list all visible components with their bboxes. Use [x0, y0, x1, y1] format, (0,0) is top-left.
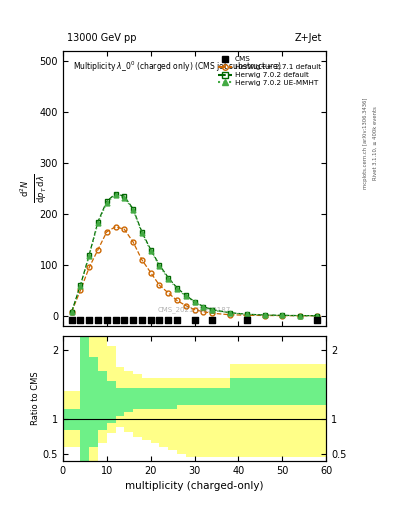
- CMS: [147, 316, 154, 324]
- Herwig++ 2.7.1 default: [113, 224, 118, 230]
- Herwig 7.0.2 default: [263, 312, 267, 318]
- Herwig 7.0.2 default: [157, 262, 162, 268]
- Herwig 7.0.2 default: [298, 312, 302, 318]
- CMS: [209, 316, 215, 324]
- Herwig 7.0.2 default: [113, 190, 118, 197]
- Herwig 7.0.2 UE-MMHT: [113, 191, 118, 198]
- Text: mcplots.cern.ch [arXiv:1306.3436]: mcplots.cern.ch [arXiv:1306.3436]: [363, 98, 368, 189]
- Herwig 7.0.2 default: [174, 285, 179, 291]
- Herwig++ 2.7.1 default: [280, 312, 285, 318]
- Herwig 7.0.2 default: [166, 274, 171, 281]
- Herwig 7.0.2 UE-MMHT: [78, 283, 83, 289]
- Herwig++ 2.7.1 default: [140, 257, 144, 263]
- Herwig 7.0.2 default: [227, 310, 232, 316]
- Herwig++ 2.7.1 default: [174, 297, 179, 304]
- Text: Multiplicity $\lambda\_0^0$ (charged only) (CMS jet substructure): Multiplicity $\lambda\_0^0$ (charged onl…: [73, 59, 282, 74]
- Y-axis label: Ratio to CMS: Ratio to CMS: [31, 372, 40, 425]
- Herwig 7.0.2 default: [78, 282, 83, 288]
- CMS: [165, 316, 171, 324]
- Herwig 7.0.2 UE-MMHT: [87, 252, 92, 259]
- CMS: [156, 316, 163, 324]
- Herwig 7.0.2 UE-MMHT: [174, 286, 179, 292]
- Text: Rivet 3.1.10, ≥ 400k events: Rivet 3.1.10, ≥ 400k events: [373, 106, 378, 180]
- Herwig++ 2.7.1 default: [315, 313, 320, 319]
- Herwig++ 2.7.1 default: [157, 282, 162, 288]
- CMS: [314, 316, 321, 324]
- CMS: [104, 316, 110, 324]
- Herwig 7.0.2 UE-MMHT: [192, 299, 197, 305]
- Herwig++ 2.7.1 default: [210, 310, 215, 316]
- Herwig++ 2.7.1 default: [201, 309, 206, 315]
- Text: CMS_2021_I1920187: CMS_2021_I1920187: [158, 306, 231, 313]
- Herwig 7.0.2 UE-MMHT: [148, 248, 153, 254]
- Herwig++ 2.7.1 default: [184, 303, 188, 309]
- CMS: [191, 316, 198, 324]
- CMS: [139, 316, 145, 324]
- Herwig++ 2.7.1 default: [227, 312, 232, 318]
- CMS: [95, 316, 101, 324]
- Herwig 7.0.2 UE-MMHT: [105, 200, 109, 206]
- Herwig 7.0.2 default: [122, 193, 127, 199]
- Y-axis label: $\mathrm{d}^2N$
$\overline{\mathrm{d}p_{\,T}\,\mathrm{d}\lambda}$: $\mathrm{d}^2N$ $\overline{\mathrm{d}p_{…: [18, 174, 49, 203]
- Herwig 7.0.2 UE-MMHT: [227, 310, 232, 316]
- Herwig 7.0.2 UE-MMHT: [298, 312, 302, 318]
- CMS: [77, 316, 84, 324]
- Herwig++ 2.7.1 default: [245, 312, 250, 318]
- CMS: [174, 316, 180, 324]
- Herwig 7.0.2 UE-MMHT: [210, 307, 215, 313]
- Line: Herwig 7.0.2 UE-MMHT: Herwig 7.0.2 UE-MMHT: [69, 192, 320, 318]
- Herwig++ 2.7.1 default: [122, 226, 127, 232]
- Herwig 7.0.2 default: [69, 309, 74, 315]
- CMS: [244, 316, 250, 324]
- Herwig++ 2.7.1 default: [166, 290, 171, 296]
- Herwig 7.0.2 default: [280, 312, 285, 318]
- CMS: [112, 316, 119, 324]
- Herwig 7.0.2 UE-MMHT: [69, 309, 74, 315]
- Herwig++ 2.7.1 default: [78, 287, 83, 293]
- Herwig++ 2.7.1 default: [69, 309, 74, 315]
- Herwig 7.0.2 default: [192, 298, 197, 305]
- Herwig 7.0.2 UE-MMHT: [245, 311, 250, 317]
- Text: 13000 GeV pp: 13000 GeV pp: [67, 33, 136, 44]
- Herwig 7.0.2 default: [201, 304, 206, 310]
- Herwig 7.0.2 UE-MMHT: [184, 293, 188, 300]
- CMS: [130, 316, 136, 324]
- Herwig++ 2.7.1 default: [298, 313, 302, 319]
- X-axis label: multiplicity (charged-only): multiplicity (charged-only): [125, 481, 264, 491]
- Herwig 7.0.2 default: [95, 219, 100, 225]
- Herwig 7.0.2 UE-MMHT: [201, 304, 206, 310]
- Herwig 7.0.2 default: [131, 206, 136, 212]
- CMS: [121, 316, 127, 324]
- Herwig 7.0.2 default: [105, 198, 109, 204]
- Herwig 7.0.2 default: [315, 313, 320, 319]
- Herwig 7.0.2 UE-MMHT: [166, 275, 171, 282]
- CMS: [86, 316, 92, 324]
- Herwig++ 2.7.1 default: [87, 264, 92, 270]
- Herwig++ 2.7.1 default: [105, 229, 109, 235]
- Herwig 7.0.2 default: [245, 311, 250, 317]
- Text: Z+Jet: Z+Jet: [295, 33, 322, 44]
- Herwig 7.0.2 default: [87, 251, 92, 258]
- Herwig 7.0.2 UE-MMHT: [95, 220, 100, 226]
- Line: Herwig 7.0.2 default: Herwig 7.0.2 default: [69, 191, 320, 318]
- Herwig 7.0.2 default: [140, 229, 144, 235]
- Herwig 7.0.2 UE-MMHT: [131, 207, 136, 213]
- Herwig 7.0.2 default: [148, 247, 153, 253]
- Herwig 7.0.2 default: [184, 292, 188, 298]
- Herwig++ 2.7.1 default: [148, 269, 153, 275]
- Herwig++ 2.7.1 default: [192, 307, 197, 313]
- Herwig++ 2.7.1 default: [95, 247, 100, 253]
- Line: Herwig++ 2.7.1 default: Herwig++ 2.7.1 default: [69, 224, 320, 318]
- Herwig 7.0.2 UE-MMHT: [263, 312, 267, 318]
- CMS: [68, 316, 75, 324]
- Herwig 7.0.2 UE-MMHT: [157, 263, 162, 269]
- Herwig 7.0.2 UE-MMHT: [280, 312, 285, 318]
- Herwig 7.0.2 UE-MMHT: [315, 313, 320, 319]
- Herwig 7.0.2 UE-MMHT: [122, 195, 127, 201]
- Herwig++ 2.7.1 default: [131, 239, 136, 245]
- Herwig 7.0.2 UE-MMHT: [140, 230, 144, 237]
- Herwig++ 2.7.1 default: [263, 312, 267, 318]
- Legend: CMS, Herwig++ 2.7.1 default, Herwig 7.0.2 default, Herwig 7.0.2 UE-MMHT: CMS, Herwig++ 2.7.1 default, Herwig 7.0.…: [216, 55, 323, 88]
- Herwig 7.0.2 default: [210, 307, 215, 313]
